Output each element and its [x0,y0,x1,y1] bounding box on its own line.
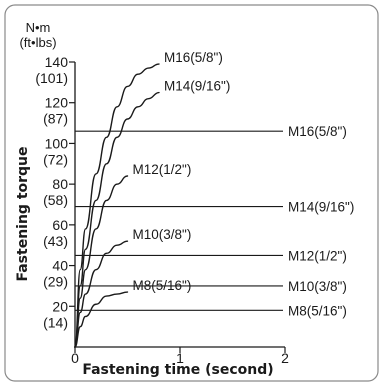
torque-curve-label: M8(5/16") [133,278,192,293]
y-tick-label-ftlbs: (14) [43,314,68,330]
y-tick-label-ftlbs: (72) [43,151,68,167]
torque-curve-label: M12(1/2") [133,162,192,177]
y-tick-label: 140 [45,54,69,70]
reference-line-label: M16(5/8") [288,124,347,139]
x-tick-label: 0 [71,350,79,366]
y-unit-top: N•m [26,20,51,35]
y-tick-label: 80 [52,176,68,192]
y-tick-label-ftlbs: (58) [43,192,68,208]
axes: 20(14)40(29)60(43)80(58)100(72)120(87)14… [35,54,289,366]
reference-line-label: M10(3/8") [288,279,347,294]
torque-curve [74,291,129,348]
y-tick-label: 100 [45,135,69,151]
torque-curve [74,91,160,348]
torque-curves [74,63,160,348]
reference-line-label: M12(1/2") [288,248,347,263]
x-axis-title: Fastening time (second) [82,362,273,378]
y-unit-sub: (ft•lbs) [19,35,56,50]
x-tick-label: 2 [281,350,289,366]
torque-curve [74,175,129,348]
torque-curve-label: M10(3/8") [133,227,192,242]
torque-curve [74,63,160,348]
y-tick-label: 20 [52,298,68,314]
y-tick-label-ftlbs: (29) [43,274,68,290]
torque-curve-label: M14(9/16") [164,79,230,94]
reference-line-label: M14(9/16") [288,200,354,215]
y-tick-label: 40 [52,258,68,274]
y-tick-label: 60 [52,217,68,233]
y-tick-label-ftlbs: (101) [35,70,68,86]
reference-lines [75,130,283,311]
labels: M16(5/8") M14(9/16") M12(1/2") M10(3/8") M8(… [133,50,355,318]
y-tick-label: 120 [45,95,69,111]
y-tick-label-ftlbs: (87) [43,111,68,127]
torque-curve-label: M16(5/8") [164,50,223,65]
x-tick-label: 1 [176,350,184,366]
reference-line-label: M8(5/16") [288,303,347,318]
torque-curve [74,240,129,348]
chart-frame [4,4,379,382]
y-axis-title: Fastening torque [15,146,31,281]
y-tick-label-ftlbs: (43) [43,233,68,249]
